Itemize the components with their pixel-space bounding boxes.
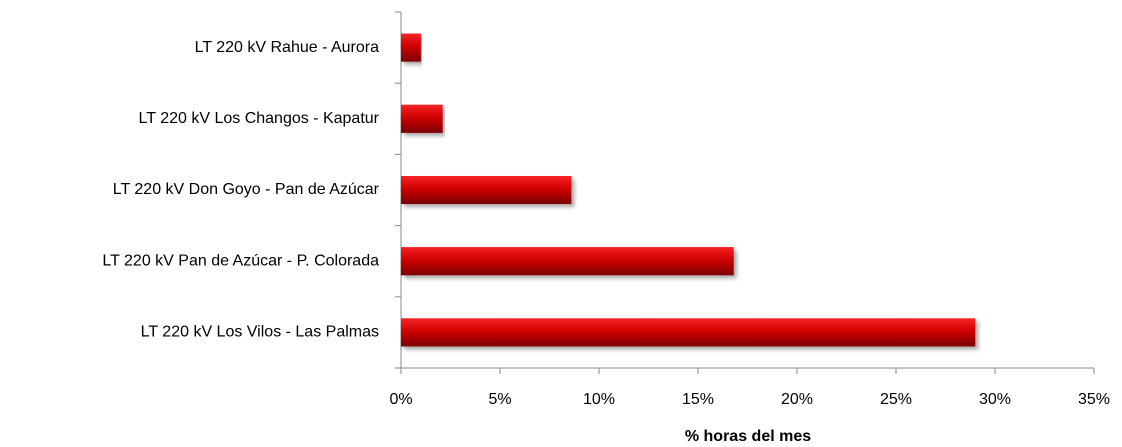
y-tick-label: LT 220 kV Don Goyo - Pan de Azúcar xyxy=(113,181,380,198)
bar-shade xyxy=(401,318,976,347)
x-tick-label: 0% xyxy=(389,391,412,408)
bar-shade xyxy=(401,247,734,276)
x-tick-label: 20% xyxy=(781,391,813,408)
x-axis-title: % horas del mes xyxy=(685,428,811,445)
x-tick-label: 10% xyxy=(583,391,615,408)
x-tick-label: 5% xyxy=(488,391,511,408)
bar-shade xyxy=(401,176,572,204)
y-tick-label: LT 220 kV Rahue - Aurora xyxy=(195,39,380,56)
y-tick-label: LT 220 kV Pan de Azúcar - P. Colorada xyxy=(102,252,379,269)
x-tick-label: 25% xyxy=(880,391,912,408)
x-tick-label: 30% xyxy=(979,391,1011,408)
bar-shade xyxy=(401,104,443,133)
x-tick-label: 15% xyxy=(682,391,714,408)
bar-shade xyxy=(401,33,421,62)
y-tick-label: LT 220 kV Los Vilos - Las Palmas xyxy=(141,324,379,341)
y-tick-label: LT 220 kV Los Changos - Kapatur xyxy=(139,110,380,127)
x-tick-label: 35% xyxy=(1078,391,1110,408)
